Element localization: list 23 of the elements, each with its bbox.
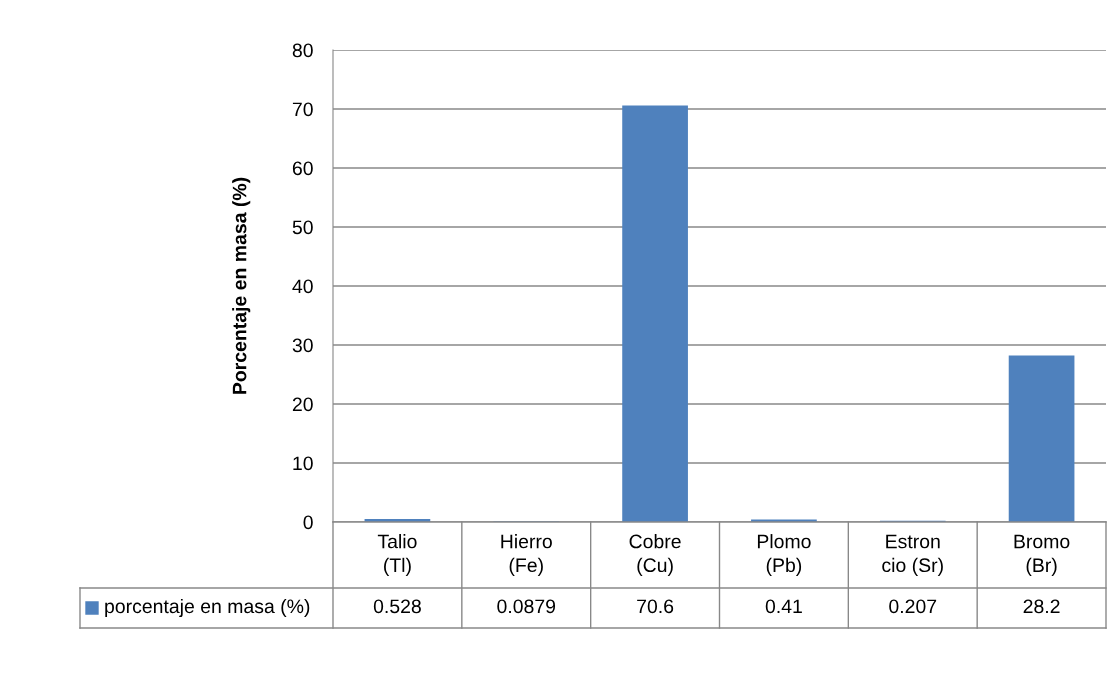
y-tick-label: 40 [292, 279, 313, 294]
y-tick-label: 30 [292, 338, 313, 353]
x-tick-label: Bromo (Br) [1014, 534, 1070, 576]
x-tick-label: Hierro (Fe) [501, 534, 552, 576]
data-label: 0.41 [765, 599, 802, 614]
data-label: 0.0879 [497, 599, 556, 614]
x-tick-label: Cobre (Cu) [629, 534, 681, 576]
x-tick-label: Estron cio (Sr) [882, 534, 943, 576]
y-tick-label: 70 [292, 102, 313, 117]
data-label: 0.528 [373, 599, 421, 614]
x-tick-label: Talio (Tl) [377, 534, 417, 576]
y-tick-label: 50 [292, 220, 313, 235]
y-tick-label: 10 [293, 456, 313, 471]
x-tick-label: Plomo (Pb) [757, 534, 811, 576]
y-tick-label: 20 [292, 397, 313, 412]
y-tick-label: 60 [292, 161, 313, 176]
data-label: 70.6 [637, 599, 674, 614]
y-axis-title: Porcentaje en masa (%) [232, 177, 251, 394]
data-label: 0.207 [889, 599, 937, 614]
y-tick-label: 0 [303, 515, 313, 530]
data-label: 28.2 [1023, 599, 1060, 614]
y-tick-label: 80 [292, 43, 313, 58]
legend-label: porcentaje en masa (%) [105, 598, 310, 618]
